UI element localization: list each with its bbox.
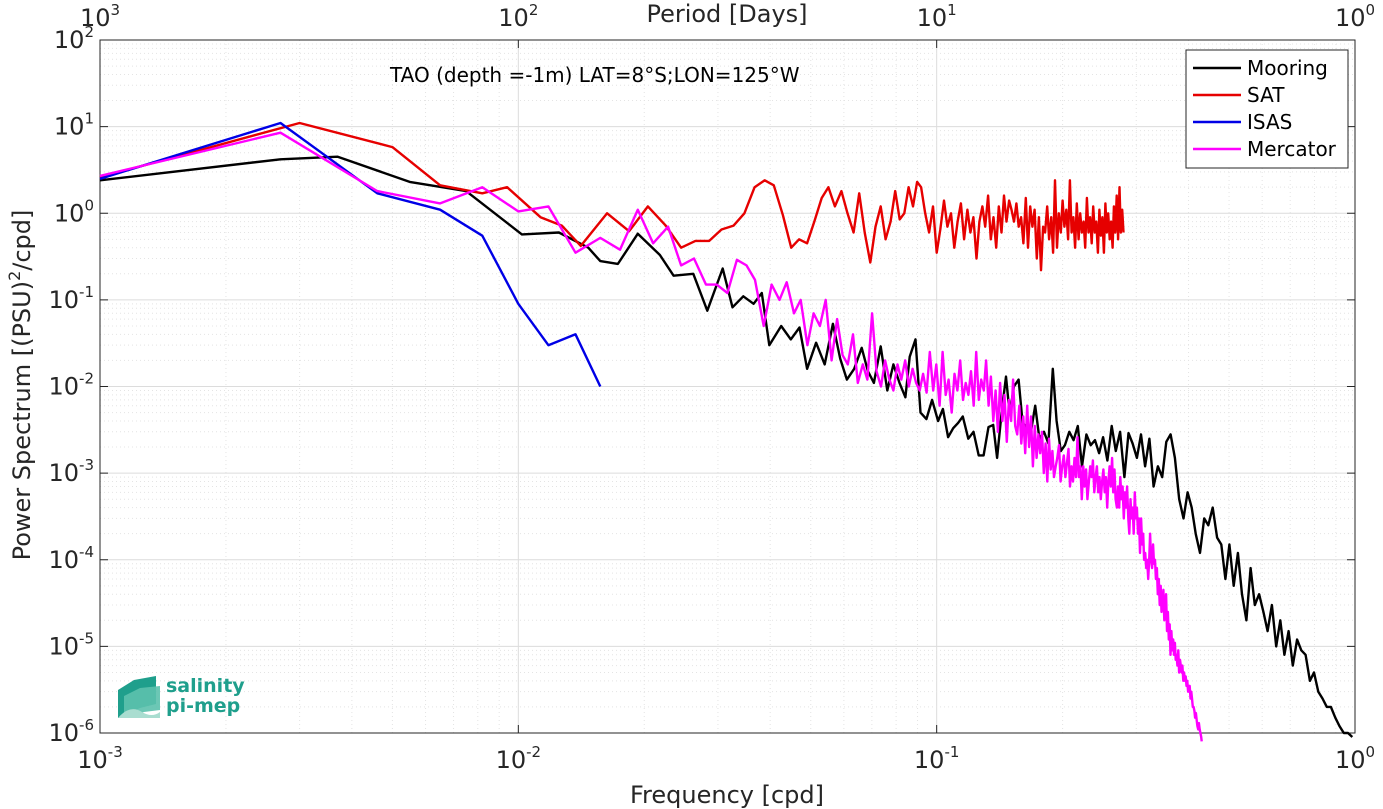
x-tick-label: 10-3 xyxy=(77,743,123,774)
y-tick-label: 10-3 xyxy=(48,456,94,487)
y-axis-label: Power Spectrum [(PSU)2/cpd] xyxy=(5,210,36,561)
y-tick-label-base: 10 xyxy=(48,719,79,747)
y-tick-label-exponent: -6 xyxy=(79,716,94,734)
y-tick-label-base: 10 xyxy=(54,113,85,141)
logo-line-1: salinity xyxy=(166,675,245,697)
y-tick-label-exponent: -5 xyxy=(79,629,94,647)
y-tick-label: 102 xyxy=(54,23,94,54)
x-tick-label-base: 10 xyxy=(914,746,945,774)
y-tick-label: 10-6 xyxy=(48,716,94,747)
y-tick-label: 100 xyxy=(54,196,94,227)
y-tick-label-exponent: -2 xyxy=(79,370,94,388)
top-tick-label-base: 10 xyxy=(80,4,111,32)
top-tick-label: 100 xyxy=(1335,1,1375,32)
legend-label-mercator: Mercator xyxy=(1247,137,1337,161)
x-axis-label: Frequency [cpd] xyxy=(630,781,824,809)
y-tick-label-exponent: 2 xyxy=(84,23,94,41)
y-tick-label-exponent: -4 xyxy=(79,543,94,561)
top-axis-label: Period [Days] xyxy=(646,0,807,28)
y-tick-label: 10-5 xyxy=(48,629,94,660)
y-tick-label-base: 10 xyxy=(48,373,79,401)
x-tick-label: 10-2 xyxy=(496,743,542,774)
salinity-pi-mep-logo: salinity pi-mep xyxy=(118,675,245,718)
y-tick-label-base: 10 xyxy=(48,459,79,487)
top-tick-label-base: 10 xyxy=(917,4,948,32)
top-tick-label-base: 10 xyxy=(1335,4,1366,32)
chart-annotation: TAO (depth =-1m) LAT=8°S;LON=125°W xyxy=(389,63,800,87)
x-tick-label-exponent: -2 xyxy=(526,743,541,761)
top-tick-label-exponent: 3 xyxy=(111,1,121,19)
y-tick-label-base: 10 xyxy=(48,286,79,314)
legend-label-mooring: Mooring xyxy=(1247,56,1328,80)
y-axis-label-unit: /cpd] xyxy=(8,210,36,271)
y-tick-label-base: 10 xyxy=(54,26,85,54)
y-tick-label: 10-2 xyxy=(48,370,94,401)
y-axis-label-superscript: 2 xyxy=(5,271,24,281)
axis-ticks: 10-3 10-2 10-1 10010-610-510-410-310-210-11… xyxy=(48,1,1375,774)
y-tick-label: 10-4 xyxy=(48,543,94,574)
x-tick-label-exponent: 0 xyxy=(1366,743,1376,761)
x-tick-label-exponent: -3 xyxy=(108,743,123,761)
legend-label-sat: SAT xyxy=(1247,83,1285,107)
top-tick-label: 103 xyxy=(80,1,120,32)
top-tick-label-exponent: 1 xyxy=(947,1,957,19)
legend: Mooring SAT ISAS Mercator xyxy=(1185,49,1349,169)
y-axis-label-main: Power Spectrum [(PSU) xyxy=(8,281,36,560)
x-tick-label: 10-1 xyxy=(914,743,960,774)
x-tick-label-base: 10 xyxy=(496,746,527,774)
top-tick-label-exponent: 0 xyxy=(1366,1,1376,19)
y-tick-label: 10-1 xyxy=(48,283,94,314)
y-tick-label-base: 10 xyxy=(48,632,79,660)
series-lines xyxy=(99,121,1354,742)
y-tick-label: 101 xyxy=(54,110,94,141)
top-tick-label: 101 xyxy=(917,1,957,32)
series-line-mercator xyxy=(99,131,1203,742)
x-tick-label: 100 xyxy=(1335,743,1375,774)
logo-line-2: pi-mep xyxy=(166,695,240,717)
series-line-mooring xyxy=(99,155,1354,738)
x-tick-label-exponent: -1 xyxy=(944,743,959,761)
y-tick-label-base: 10 xyxy=(48,546,79,574)
x-tick-label-base: 10 xyxy=(1335,746,1366,774)
y-tick-label-exponent: -3 xyxy=(79,456,94,474)
top-tick-label-exponent: 2 xyxy=(529,1,539,19)
legend-label-isas: ISAS xyxy=(1247,110,1292,134)
series-line-isas xyxy=(99,121,602,388)
y-tick-label-exponent: 0 xyxy=(84,196,94,214)
x-tick-label-base: 10 xyxy=(77,746,108,774)
top-tick-label-base: 10 xyxy=(498,4,529,32)
top-tick-label: 102 xyxy=(498,1,538,32)
y-tick-label-base: 10 xyxy=(54,199,85,227)
series-line-sat xyxy=(99,121,1125,272)
wave-logo-icon xyxy=(118,676,160,718)
y-tick-label-exponent: 1 xyxy=(84,110,94,128)
y-tick-label-exponent: -1 xyxy=(79,283,94,301)
